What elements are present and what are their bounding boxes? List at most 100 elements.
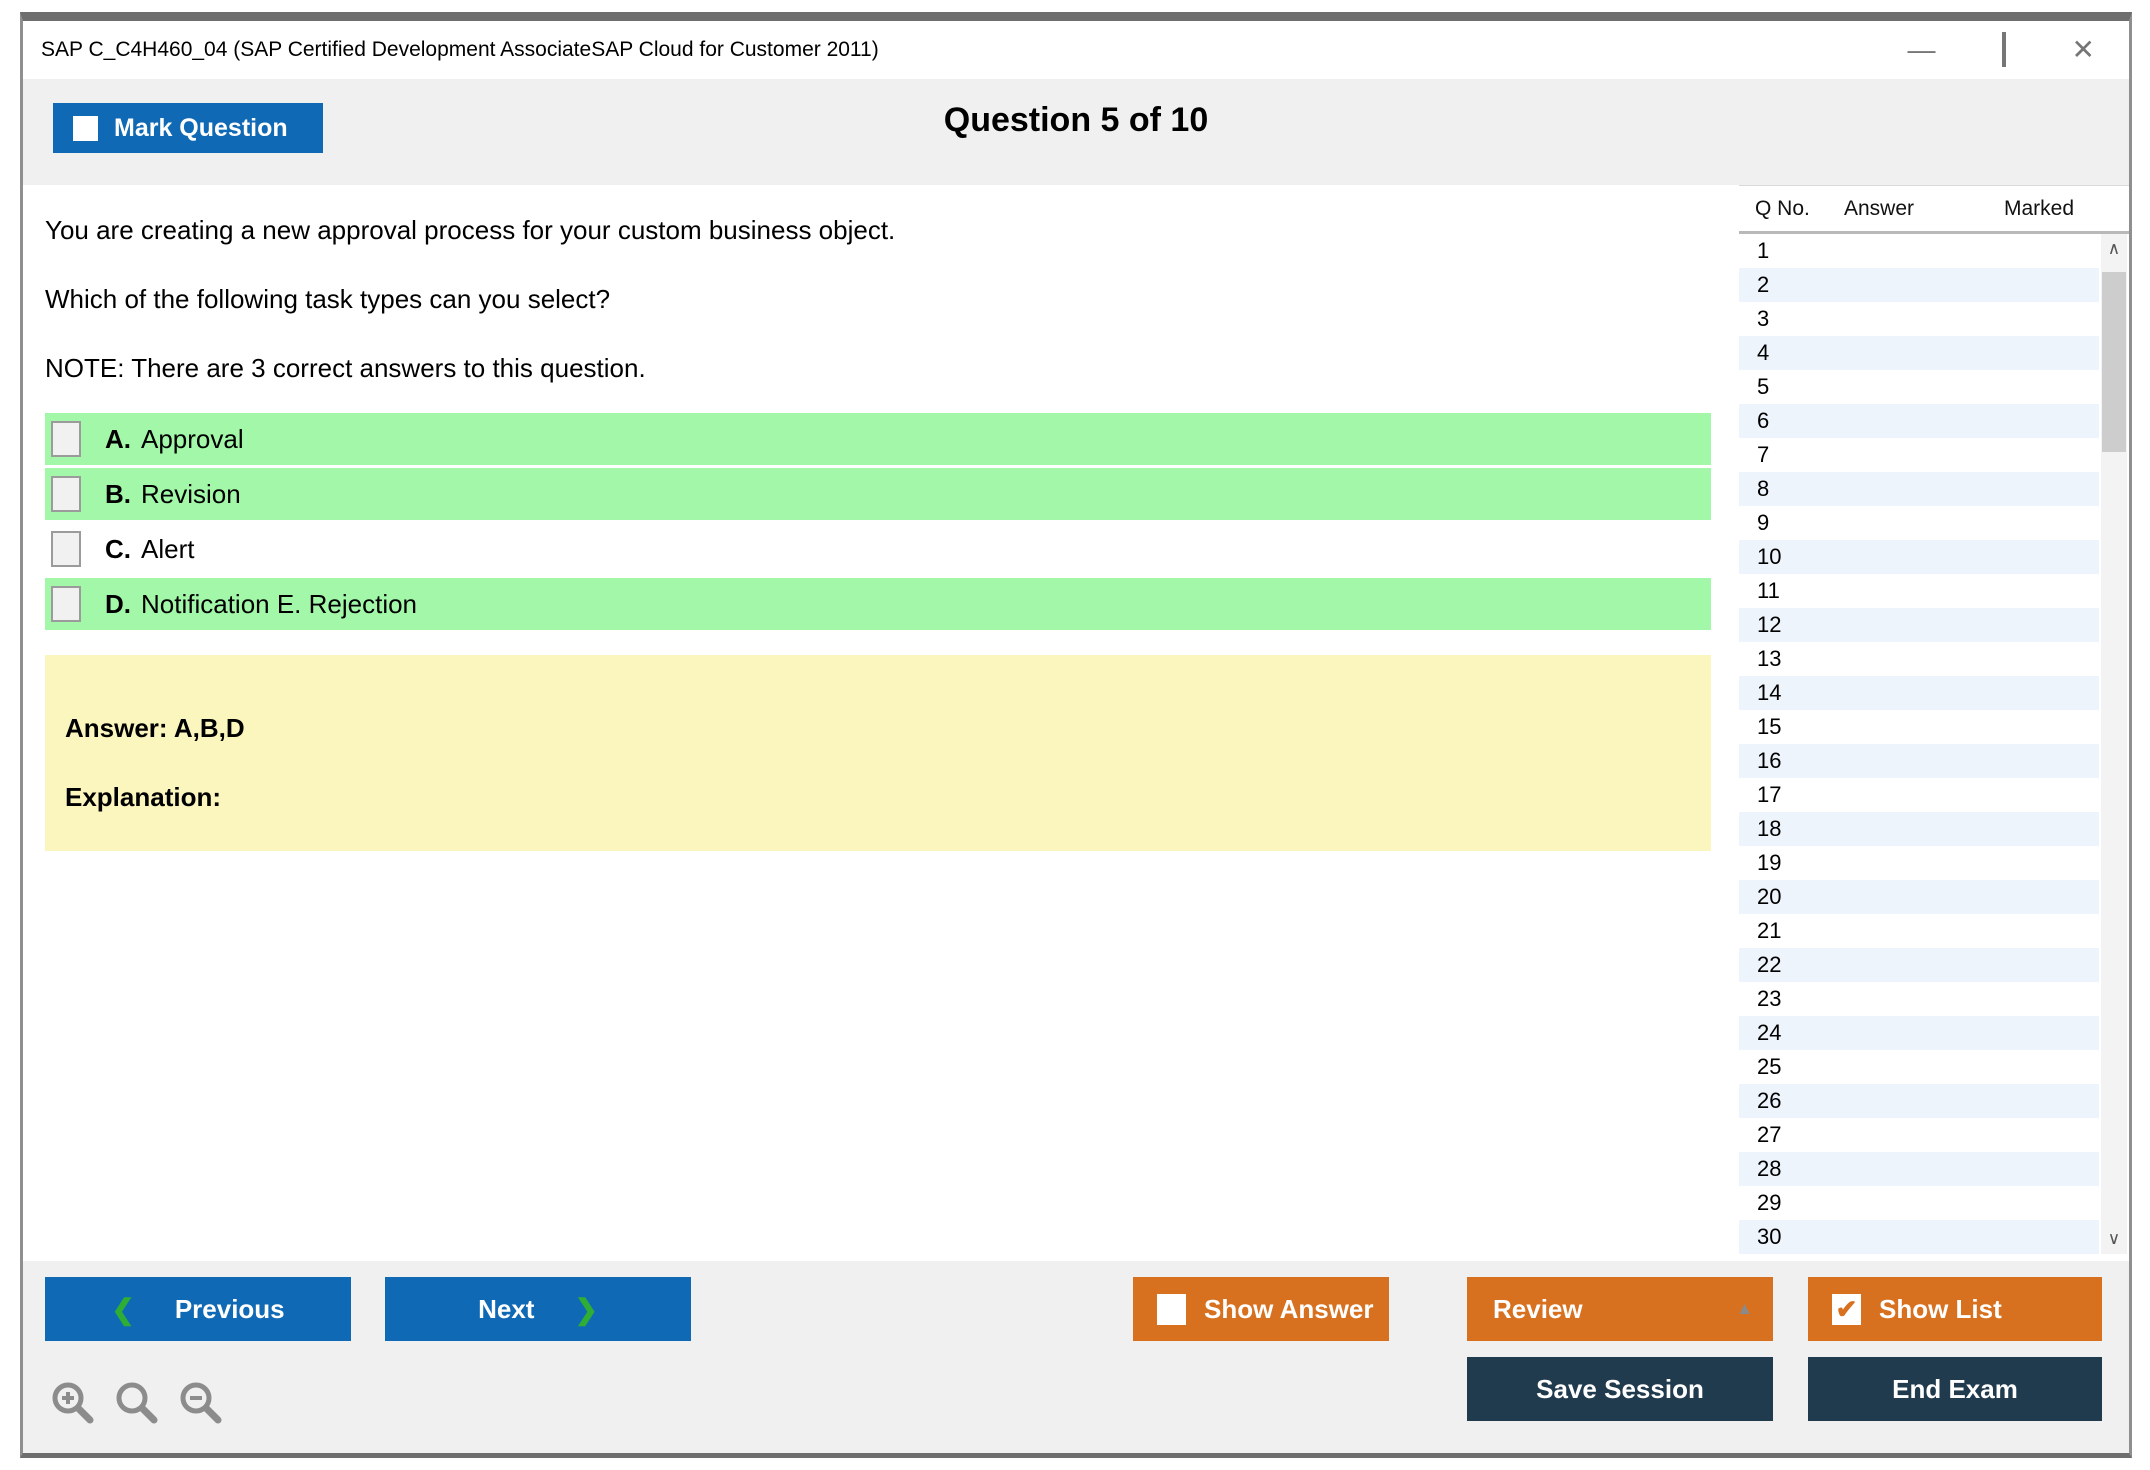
- option-text: Revision: [141, 478, 241, 509]
- question-list-row[interactable]: 12: [1739, 608, 2099, 642]
- mark-question-label: Mark Question: [114, 113, 288, 142]
- question-list-row[interactable]: 16: [1739, 744, 2099, 778]
- close-icon[interactable]: ✕: [2071, 34, 2095, 65]
- answer-box: Answer: A,B,D Explanation:: [45, 655, 1711, 851]
- title-bar: SAP C_C4H460_04 (SAP Certified Developme…: [23, 21, 2129, 79]
- question-list-row[interactable]: 21: [1739, 914, 2099, 948]
- question-list-row[interactable]: 3: [1739, 302, 2099, 336]
- question-list-row[interactable]: 14: [1739, 676, 2099, 710]
- question-number: 24: [1757, 1020, 1782, 1045]
- question-list-row[interactable]: 26: [1739, 1084, 2099, 1118]
- question-list-row[interactable]: 29: [1739, 1186, 2099, 1220]
- question-list-row[interactable]: 20: [1739, 880, 2099, 914]
- question-number: 2: [1757, 272, 1770, 297]
- option-letter: D.: [105, 588, 131, 619]
- show-list-label: Show List: [1879, 1293, 2002, 1324]
- scroll-up-icon[interactable]: ∧: [2101, 234, 2127, 264]
- option-letter: A.: [105, 423, 131, 454]
- option-checkbox[interactable]: [51, 421, 81, 457]
- save-session-button[interactable]: Save Session: [1467, 1357, 1773, 1421]
- mark-question-button[interactable]: Mark Question: [53, 103, 323, 153]
- question-list-row[interactable]: 5: [1739, 370, 2099, 404]
- option-letter: B.: [105, 478, 131, 509]
- option-label: B. Revision: [105, 479, 241, 510]
- question-list-row[interactable]: 10: [1739, 540, 2099, 574]
- question-list-header: Q No. Answer Marked: [1739, 186, 2129, 234]
- question-note-line: NOTE: There are 3 correct answers to thi…: [45, 353, 646, 383]
- question-number: 11: [1757, 578, 1780, 603]
- question-list-row[interactable]: 11: [1739, 574, 2099, 608]
- zoom-toolbar: [49, 1379, 227, 1429]
- question-number: 9: [1757, 510, 1770, 535]
- save-session-label: Save Session: [1536, 1373, 1704, 1404]
- question-list-row[interactable]: 28: [1739, 1152, 2099, 1186]
- option-checkbox[interactable]: [51, 476, 81, 512]
- caret-up-icon: ▲: [1736, 1299, 1753, 1318]
- minimize-icon[interactable]: —: [1907, 34, 1936, 65]
- zoom-out-icon[interactable]: [177, 1379, 227, 1429]
- zoom-reset-icon[interactable]: [113, 1379, 163, 1429]
- column-header-marked: Marked: [2004, 196, 2075, 220]
- question-list-row[interactable]: 24: [1739, 1016, 2099, 1050]
- question-text-line: Which of the following task types can yo…: [45, 284, 611, 314]
- window-controls: — ✕: [1908, 21, 2095, 79]
- question-list-row[interactable]: 9: [1739, 506, 2099, 540]
- question-number: 29: [1757, 1190, 1782, 1215]
- scroll-down-icon[interactable]: ∨: [2101, 1224, 2127, 1254]
- question-number: 12: [1757, 612, 1782, 637]
- previous-button[interactable]: ❮ Previous: [45, 1277, 351, 1341]
- question-list-row[interactable]: 17: [1739, 778, 2099, 812]
- show-list-checkbox[interactable]: ✔: [1832, 1293, 1861, 1325]
- option-row[interactable]: D. Notification E. Rejection: [45, 578, 1711, 630]
- question-list-row[interactable]: 30: [1739, 1220, 2099, 1254]
- option-checkbox[interactable]: [51, 531, 81, 567]
- question-list-row[interactable]: 8: [1739, 472, 2099, 506]
- question-list-panel: Q No. Answer Marked 1 2 3 4 5 6 7 8 9 10 11 12 13 14 1…: [1739, 185, 2129, 1277]
- question-list-row[interactable]: 13: [1739, 642, 2099, 676]
- question-list-row[interactable]: 18: [1739, 812, 2099, 846]
- question-list-row[interactable]: 15: [1739, 710, 2099, 744]
- end-exam-label: End Exam: [1892, 1373, 2018, 1404]
- question-counter: Question 5 of 10: [943, 101, 1209, 139]
- question-number: 22: [1757, 952, 1782, 977]
- option-row[interactable]: A. Approval: [45, 413, 1711, 465]
- question-list-row[interactable]: 23: [1739, 982, 2099, 1016]
- scrollbar-thumb[interactable]: [2102, 272, 2126, 452]
- question-list-row[interactable]: 6: [1739, 404, 2099, 438]
- footer-bar: ❮ Previous Next ❯ Show Answer Review ▲ ✔…: [23, 1261, 2129, 1453]
- question-number: 7: [1757, 442, 1770, 467]
- question-number: 26: [1757, 1088, 1782, 1113]
- chevron-left-icon: ❮: [111, 1293, 135, 1325]
- show-answer-button[interactable]: Show Answer: [1133, 1277, 1389, 1341]
- option-text: Approval: [141, 423, 244, 454]
- scrollbar[interactable]: ∧ ∨: [2101, 234, 2127, 1254]
- chevron-right-icon: ❯: [574, 1293, 598, 1325]
- end-exam-button[interactable]: End Exam: [1808, 1357, 2102, 1421]
- question-list-row[interactable]: 19: [1739, 846, 2099, 880]
- question-list-row[interactable]: 27: [1739, 1118, 2099, 1152]
- option-row[interactable]: C. Alert: [45, 523, 1711, 575]
- question-number: 10: [1757, 544, 1782, 569]
- question-list-row[interactable]: 7: [1739, 438, 2099, 472]
- review-button[interactable]: Review ▲: [1467, 1277, 1773, 1341]
- maximize-icon[interactable]: [2001, 32, 2006, 67]
- question-list-row[interactable]: 2: [1739, 268, 2099, 302]
- option-row[interactable]: B. Revision: [45, 468, 1711, 520]
- mark-question-checkbox[interactable]: [73, 115, 98, 141]
- show-answer-label: Show Answer: [1204, 1293, 1374, 1324]
- next-button[interactable]: Next ❯: [385, 1277, 691, 1341]
- question-list-row[interactable]: 25: [1739, 1050, 2099, 1084]
- question-list-row[interactable]: 4: [1739, 336, 2099, 370]
- review-label: Review: [1493, 1293, 1583, 1324]
- question-number: 18: [1757, 816, 1782, 841]
- option-checkbox[interactable]: [51, 586, 81, 622]
- question-text-line: You are creating a new approval process …: [45, 215, 896, 245]
- question-area: You are creating a new approval process …: [23, 185, 1735, 1261]
- question-list-row[interactable]: 22: [1739, 948, 2099, 982]
- question-list-row[interactable]: 1: [1739, 234, 2099, 268]
- show-answer-checkbox[interactable]: [1157, 1293, 1186, 1325]
- question-number: 5: [1757, 374, 1770, 399]
- show-list-button[interactable]: ✔ Show List: [1808, 1277, 2102, 1341]
- zoom-in-icon[interactable]: [49, 1379, 99, 1429]
- exam-window: SAP C_C4H460_04 (SAP Certified Developme…: [20, 12, 2132, 1458]
